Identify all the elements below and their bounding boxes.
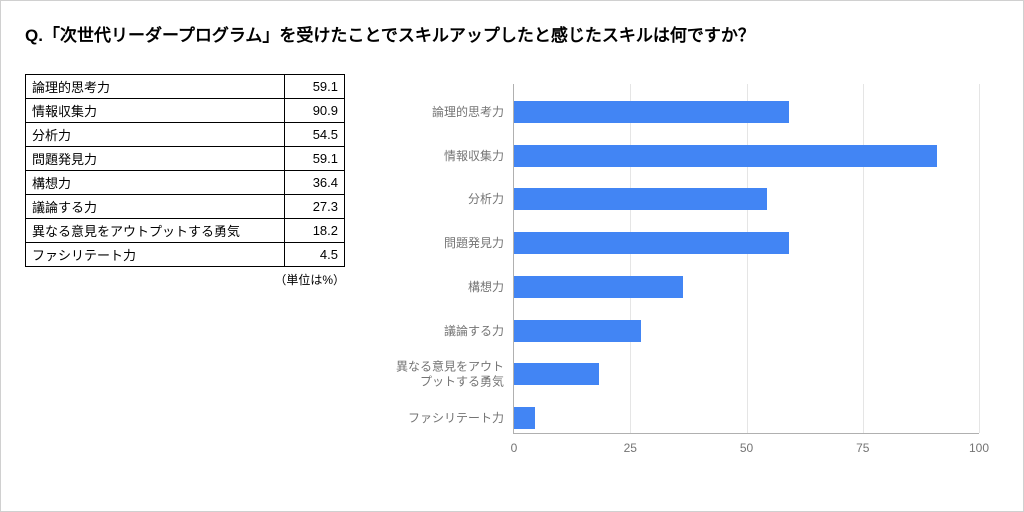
table-row: 構想力36.4 — [26, 171, 345, 195]
table-cell-label: 論理的思考力 — [26, 75, 285, 99]
table-cell-value: 4.5 — [285, 243, 345, 267]
table-row: 議論する力27.3 — [26, 195, 345, 219]
table-row: ファシリテート力4.5 — [26, 243, 345, 267]
data-table: 論理的思考力59.1情報収集力90.9分析力54.5問題発見力59.1構想力36… — [25, 74, 345, 267]
table-row: 情報収集力90.9 — [26, 99, 345, 123]
bar — [514, 232, 789, 254]
table-cell-label: 問題発見力 — [26, 147, 285, 171]
bar — [514, 145, 937, 167]
bar — [514, 363, 599, 385]
bar-label: 議論する力 — [374, 323, 504, 337]
table-cell-label: 情報収集力 — [26, 99, 285, 123]
table-panel: 論理的思考力59.1情報収集力90.9分析力54.5問題発見力59.1構想力36… — [25, 74, 345, 474]
x-axis-tick: 100 — [969, 441, 989, 455]
bar — [514, 101, 789, 123]
bar-row: 分析力 — [514, 188, 979, 210]
table-cell-label: 分析力 — [26, 123, 285, 147]
table-row: 問題発見力59.1 — [26, 147, 345, 171]
table-row: 分析力54.5 — [26, 123, 345, 147]
table-cell-value: 27.3 — [285, 195, 345, 219]
bar-row: 問題発見力 — [514, 232, 979, 254]
bar — [514, 188, 767, 210]
table-row: 論理的思考力59.1 — [26, 75, 345, 99]
bar — [514, 407, 535, 429]
bar-label: ファシリテート力 — [374, 411, 504, 425]
bar-label: 分析力 — [374, 192, 504, 206]
bar-row: 議論する力 — [514, 320, 979, 342]
bar-label: 異なる意見をアウトプットする勇気 — [374, 360, 504, 389]
unit-note: （単位は%） — [25, 271, 345, 288]
x-axis-tick: 0 — [511, 441, 518, 455]
table-cell-label: 構想力 — [26, 171, 285, 195]
bar-row: 情報収集力 — [514, 145, 979, 167]
bar — [514, 276, 683, 298]
bar-row: 異なる意見をアウトプットする勇気 — [514, 363, 979, 385]
x-axis-tick: 25 — [624, 441, 637, 455]
table-cell-value: 59.1 — [285, 147, 345, 171]
bar-label: 情報収集力 — [374, 148, 504, 162]
bar-row: ファシリテート力 — [514, 407, 979, 429]
chart-area: 0255075100論理的思考力情報収集力分析力問題発見力構想力議論する力異なる… — [513, 84, 979, 434]
table-cell-label: 議論する力 — [26, 195, 285, 219]
gridline — [979, 84, 980, 433]
table-cell-value: 90.9 — [285, 99, 345, 123]
bar — [514, 320, 641, 342]
table-cell-value: 54.5 — [285, 123, 345, 147]
bar-row: 構想力 — [514, 276, 979, 298]
bar-label: 構想力 — [374, 280, 504, 294]
table-cell-value: 36.4 — [285, 171, 345, 195]
chart-panel: 0255075100論理的思考力情報収集力分析力問題発見力構想力議論する力異なる… — [373, 74, 999, 474]
table-cell-label: 異なる意見をアウトプットする勇気 — [26, 219, 285, 243]
table-cell-value: 18.2 — [285, 219, 345, 243]
bar-label: 問題発見力 — [374, 236, 504, 250]
table-cell-value: 59.1 — [285, 75, 345, 99]
x-axis-tick: 50 — [740, 441, 753, 455]
x-axis-tick: 75 — [856, 441, 869, 455]
bar-row: 論理的思考力 — [514, 101, 979, 123]
bar-label: 論理的思考力 — [374, 105, 504, 119]
content-area: 論理的思考力59.1情報収集力90.9分析力54.5問題発見力59.1構想力36… — [25, 74, 999, 474]
table-row: 異なる意見をアウトプットする勇気18.2 — [26, 219, 345, 243]
page-title: Q.「次世代リーダープログラム」を受けたことでスキルアップしたと感じたスキルは何… — [25, 21, 999, 46]
table-cell-label: ファシリテート力 — [26, 243, 285, 267]
